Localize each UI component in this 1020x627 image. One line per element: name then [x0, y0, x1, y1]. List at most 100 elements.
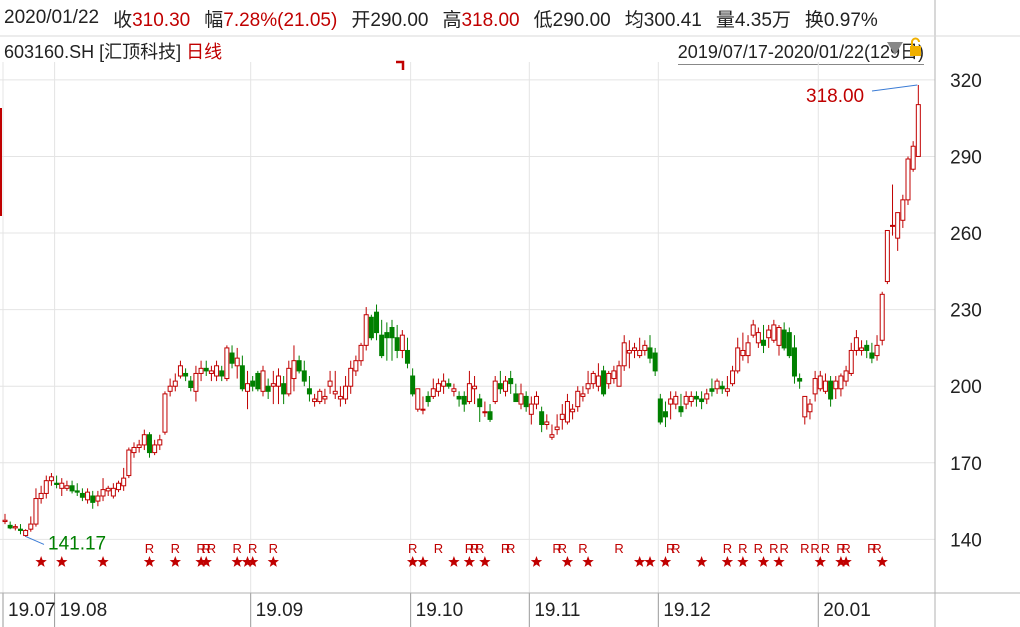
candle — [90, 490, 96, 509]
candle — [126, 447, 132, 479]
candle — [761, 324, 767, 354]
candle — [69, 480, 75, 494]
r-marker: R — [872, 541, 881, 556]
period-selector[interactable]: 日线 — [186, 42, 223, 62]
chart-subheader: 603160.SH [汇顶科技] 日线 2019/07/17-2020/01/2… — [0, 36, 1020, 65]
candle — [874, 335, 880, 361]
change-label: 幅 — [204, 9, 224, 31]
candle — [363, 307, 369, 351]
candle — [394, 324, 400, 359]
close-value: 310.30 — [132, 9, 191, 31]
candle — [884, 229, 890, 285]
candle — [704, 388, 710, 405]
candle — [606, 370, 612, 389]
star-marker — [35, 556, 47, 567]
candle — [714, 378, 720, 394]
avg-value: 300.41 — [643, 9, 702, 31]
candle — [332, 370, 338, 399]
candle — [461, 391, 467, 412]
avg-label: 均 — [624, 9, 644, 31]
candle — [348, 360, 354, 394]
candle — [859, 340, 865, 356]
x-tick-label: 19.07 — [8, 600, 56, 621]
candle — [358, 342, 364, 366]
r-marker: R — [171, 541, 180, 556]
candle — [116, 480, 122, 493]
lock-icon[interactable] — [910, 37, 921, 56]
candle — [848, 342, 854, 377]
candle — [590, 370, 596, 389]
x-tick-label: 19.12 — [663, 600, 711, 621]
candle — [255, 370, 261, 392]
candle — [616, 360, 622, 387]
y-tick-label: 290 — [950, 147, 982, 168]
header-icons[interactable] — [887, 37, 921, 56]
candle — [23, 529, 29, 537]
y-tick-label: 200 — [950, 377, 982, 398]
candle — [915, 84, 921, 157]
candle — [410, 368, 416, 397]
candle — [229, 345, 235, 369]
candle — [910, 141, 916, 172]
candle — [441, 373, 447, 394]
candle — [513, 383, 519, 403]
candle — [250, 376, 256, 392]
candle — [508, 370, 514, 394]
candle — [642, 340, 648, 356]
candle — [554, 414, 560, 435]
min-price-label: 141.17 — [48, 533, 106, 554]
candle — [281, 376, 287, 405]
candle — [838, 373, 844, 397]
candle — [585, 370, 591, 394]
candle — [693, 391, 699, 407]
star-marker — [582, 556, 594, 567]
x-tick-label: 19.09 — [256, 600, 304, 621]
candle — [822, 373, 828, 394]
candle — [673, 391, 679, 410]
candle — [64, 480, 70, 491]
candle — [7, 521, 13, 530]
date-range[interactable]: 2019/07/17-2020/01/22(129日) — [677, 38, 924, 65]
candle — [833, 376, 839, 399]
quote-date: 2020/01/22 — [4, 7, 100, 28]
r-marker: R — [434, 541, 443, 556]
triangle-down-icon[interactable] — [887, 42, 903, 55]
candle — [905, 156, 911, 205]
candle — [482, 401, 488, 417]
candle — [317, 388, 323, 405]
candle — [446, 378, 452, 389]
candle — [337, 386, 343, 407]
star-marker — [195, 556, 207, 567]
candle — [781, 322, 787, 351]
candle — [59, 478, 65, 496]
r-marker: R — [614, 541, 623, 556]
candle — [95, 490, 101, 507]
star-marker — [644, 556, 656, 567]
star-marker — [406, 556, 419, 567]
candle — [533, 391, 539, 410]
candle — [291, 345, 297, 392]
candle — [389, 319, 395, 361]
candle — [312, 393, 318, 407]
star-marker — [241, 556, 254, 567]
candle — [487, 404, 493, 422]
candle — [802, 395, 808, 425]
candle — [544, 414, 550, 430]
star-marker — [169, 556, 181, 567]
candle — [652, 347, 658, 377]
axis-labels: 320 290 260 230 200 170 140 19.07 19.08 19.09 19.1… — [8, 71, 982, 621]
candle — [141, 429, 147, 451]
candle — [678, 393, 684, 417]
candle — [404, 337, 410, 369]
candle — [662, 401, 668, 428]
r-marker: R — [145, 541, 154, 556]
volume-value: 4.35万 — [734, 9, 791, 31]
candle — [724, 376, 730, 397]
candle — [637, 337, 643, 359]
candle — [167, 378, 173, 397]
r-marker: R — [841, 541, 850, 556]
candle — [477, 393, 483, 422]
star-marker — [267, 556, 280, 567]
candle — [322, 388, 328, 405]
